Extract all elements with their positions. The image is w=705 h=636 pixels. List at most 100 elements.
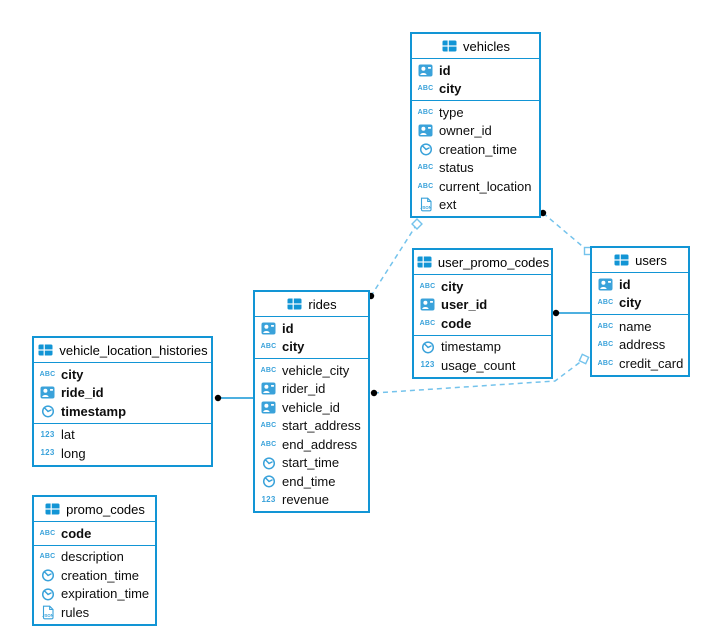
table-header-rides[interactable]: rides — [255, 292, 368, 317]
number-type-icon: 123 — [261, 494, 276, 504]
text-type-icon: ABC — [417, 164, 434, 172]
uuid-icon — [260, 322, 277, 335]
table-header-promo_codes[interactable]: promo_codes — [34, 497, 155, 522]
column-row-id[interactable]: id — [412, 61, 539, 80]
column-row-timestamp[interactable]: timestamp — [34, 402, 211, 421]
column-row-start_address[interactable]: ABC start_address — [255, 417, 368, 436]
column-name: ext — [439, 197, 457, 213]
column-row-lat[interactable]: 123 lat — [34, 426, 211, 445]
column-row-start_time[interactable]: start_time — [255, 454, 368, 473]
relationship-endpoint-dot — [214, 394, 222, 402]
table-rides[interactable]: rides id ABC city ABC vehicle_city rider_id veh… — [253, 290, 370, 513]
column-name: creation_time — [439, 141, 518, 157]
column-row-city[interactable]: ABC city — [592, 294, 688, 313]
text-type-icon: ABC — [39, 553, 56, 561]
column-name: start_time — [282, 455, 340, 471]
column-row-city[interactable]: ABC city — [414, 277, 551, 296]
table-promo_codes[interactable]: promo_codes ABC code ABC description creation… — [32, 495, 157, 626]
column-row-ride_id[interactable]: ride_id — [34, 384, 211, 403]
relationship-vehicles-rides[interactable] — [370, 223, 418, 297]
column-name: rider_id — [282, 381, 326, 397]
column-row-timestamp[interactable]: timestamp — [414, 338, 551, 357]
table-vehicles[interactable]: vehicles id ABC city ABC type owner_id creation… — [410, 32, 541, 218]
column-row-owner_id[interactable]: owner_id — [412, 122, 539, 141]
column-row-status[interactable]: ABC status — [412, 159, 539, 178]
column-name: long — [61, 445, 86, 461]
column-row-revenue[interactable]: 123 revenue — [255, 491, 368, 510]
column-name: start_address — [282, 418, 361, 434]
column-row-rider_id[interactable]: rider_id — [255, 380, 368, 399]
column-row-id[interactable]: id — [255, 319, 368, 338]
column-row-user_id[interactable]: user_id — [414, 296, 551, 315]
column-row-end_time[interactable]: end_time — [255, 472, 368, 491]
column-name: name — [619, 318, 652, 334]
text-type-icon: ABC — [260, 366, 277, 374]
table-name: users — [635, 252, 667, 268]
column-name: usage_count — [441, 357, 516, 373]
uuid-icon — [417, 124, 434, 137]
uuid-icon — [417, 64, 434, 77]
text-type-icon: ABC — [417, 108, 434, 116]
column-name: credit_card — [619, 355, 684, 371]
column-row-current_location[interactable]: ABC current_location — [412, 177, 539, 196]
column-row-end_address[interactable]: ABC end_address — [255, 435, 368, 454]
json-icon: JSON — [417, 197, 434, 212]
table-users[interactable]: users id ABC city ABC name ABC address ABC credit… — [590, 246, 690, 377]
column-row-creation_time[interactable]: creation_time — [34, 566, 155, 585]
table-user_promo_codes[interactable]: user_promo_codes ABC city user_id ABC code tim… — [412, 248, 553, 379]
column-row-credit_card[interactable]: ABC credit_card — [592, 354, 688, 373]
column-name: code — [441, 315, 472, 331]
table-header-vehicles[interactable]: vehicles — [412, 34, 539, 59]
column-row-vehicle_city[interactable]: ABC vehicle_city — [255, 361, 368, 380]
table-icon — [416, 256, 433, 268]
table-header-users[interactable]: users — [592, 248, 688, 273]
column-row-id[interactable]: id — [592, 275, 688, 294]
table-name: rides — [308, 296, 337, 312]
column-row-expiration_time[interactable]: expiration_time — [34, 585, 155, 604]
column-name: timestamp — [61, 403, 127, 419]
text-type-icon: ABC — [597, 299, 614, 307]
relationship-vehicles-users[interactable] — [542, 212, 589, 252]
table-name: promo_codes — [66, 501, 145, 517]
column-name: id — [619, 276, 631, 292]
column-name: city — [619, 295, 642, 311]
table-name: vehicles — [463, 38, 510, 54]
column-name: owner_id — [439, 123, 492, 139]
table-icon — [44, 503, 61, 515]
table-header-vehicle_location_histories[interactable]: vehicle_location_histories — [34, 338, 211, 363]
text-type-icon: ABC — [417, 85, 434, 93]
column-row-rules[interactable]: JSON rules — [34, 603, 155, 622]
column-name: creation_time — [61, 567, 140, 583]
table-vehicle_location_histories[interactable]: vehicle_location_histories ABC city ride_id… — [32, 336, 213, 467]
column-row-type[interactable]: ABC type — [412, 103, 539, 122]
column-name: current_location — [439, 178, 532, 194]
column-row-city[interactable]: ABC city — [255, 338, 368, 357]
column-row-vehicle_id[interactable]: vehicle_id — [255, 398, 368, 417]
column-row-description[interactable]: ABC description — [34, 548, 155, 567]
column-row-code[interactable]: ABC code — [34, 524, 155, 543]
column-name: code — [61, 525, 92, 541]
relationship-rides-users[interactable] — [373, 359, 584, 394]
timestamp-icon — [417, 142, 434, 156]
column-row-address[interactable]: ABC address — [592, 336, 688, 355]
column-row-usage_count[interactable]: 123 usage_count — [414, 356, 551, 375]
table-header-user_promo_codes[interactable]: user_promo_codes — [414, 250, 551, 275]
column-row-ext[interactable]: JSON ext — [412, 196, 539, 215]
column-row-long[interactable]: 123 long — [34, 444, 211, 463]
column-row-city[interactable]: ABC city — [34, 365, 211, 384]
column-name: lat — [61, 427, 75, 443]
column-row-name[interactable]: ABC name — [592, 317, 688, 336]
column-row-city[interactable]: ABC city — [412, 80, 539, 99]
column-row-code[interactable]: ABC code — [414, 314, 551, 333]
relationship-endpoint-dot — [552, 309, 560, 317]
column-row-creation_time[interactable]: creation_time — [412, 140, 539, 159]
relationship-endpoint-dot — [370, 389, 378, 397]
column-name: revenue — [282, 492, 329, 508]
text-type-icon: ABC — [597, 359, 614, 367]
uuid-icon — [260, 401, 277, 414]
uuid-icon — [39, 386, 56, 399]
column-name: status — [439, 160, 474, 176]
column-name: city — [441, 278, 464, 294]
